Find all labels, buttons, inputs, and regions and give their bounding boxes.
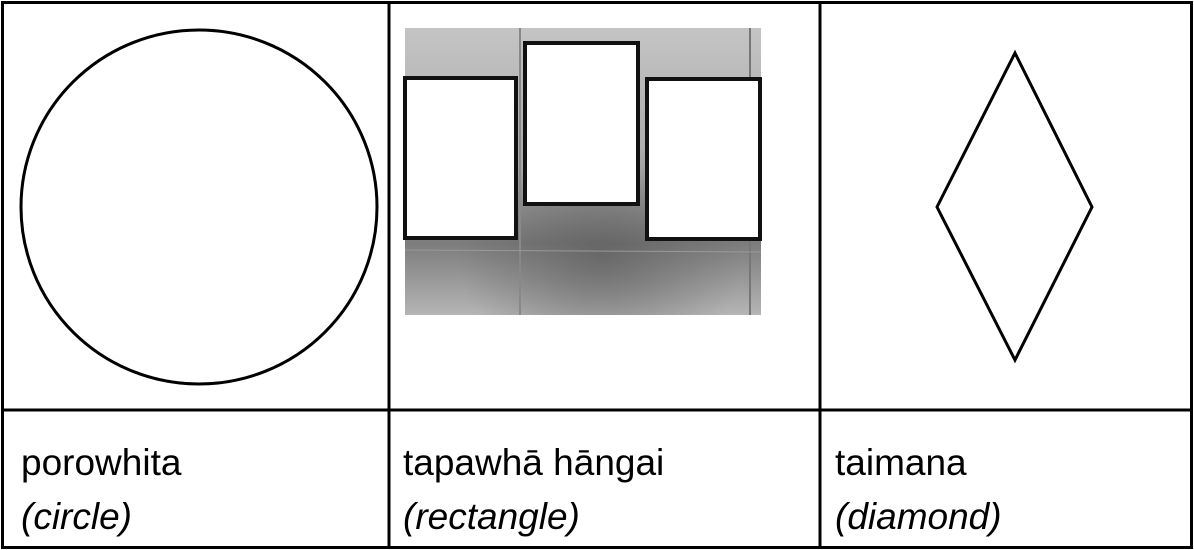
diamond [935,49,1094,364]
label: tapawhā hāngai [403,442,665,483]
rectangle-photo [403,28,762,315]
label: taimana [835,442,967,483]
circle [19,28,379,386]
cell: tapawhā hāngai (rectangle) [403,436,664,544]
translation: (circle) [21,496,132,537]
label: porowhita [21,442,182,483]
translation: (diamond) [835,496,1002,537]
cell: porowhita (circle) [21,436,181,544]
translation: (rectangle) [403,496,580,537]
cell: taimana (diamond) [835,436,1002,544]
